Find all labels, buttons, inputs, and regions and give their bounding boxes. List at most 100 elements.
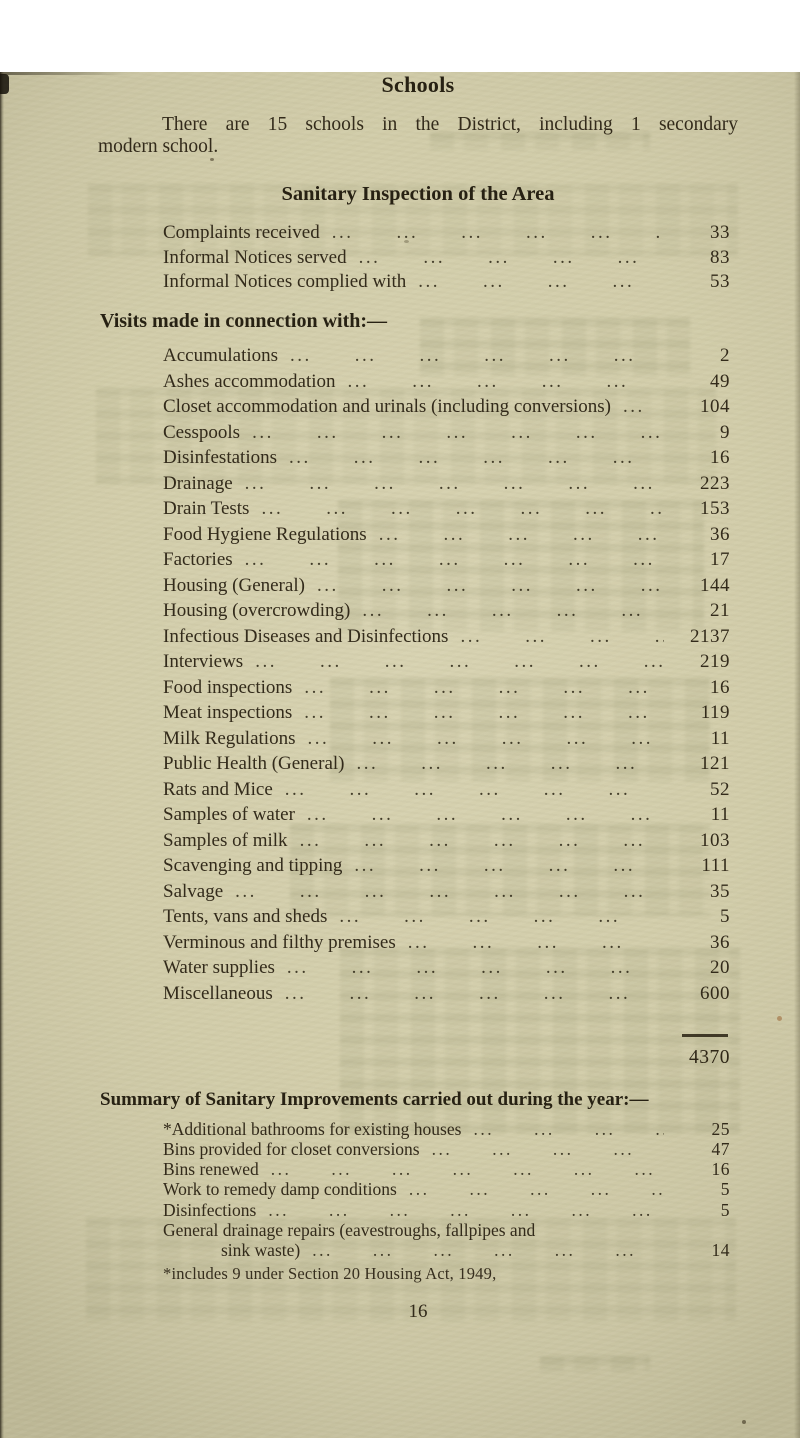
stat-row: Ashes accommodation 49 xyxy=(163,371,730,397)
stat-row: Informal Notices complied with 53 xyxy=(163,271,730,296)
stat-value: 111 xyxy=(701,855,730,877)
stat-label: Public Health (General) xyxy=(163,753,345,775)
stat-value: 35 xyxy=(710,880,730,902)
stat-label: Work to remedy damp conditions xyxy=(163,1179,397,1200)
stat-value: 21 xyxy=(710,600,730,622)
stat-row: Work to remedy damp conditions 5 xyxy=(163,1179,730,1199)
intro-paragraph: There are 15 schools in the District, in… xyxy=(98,114,738,158)
stat-value: 144 xyxy=(700,574,730,596)
page-content: Schools There are 15 schools in the Dist… xyxy=(98,72,738,1323)
stat-row: Drainage 223 xyxy=(163,473,730,499)
visits-list: Accumulations 2 Ashes accommodation 49 C… xyxy=(163,345,738,1008)
stat-label: Informal Notices complied with xyxy=(163,271,407,293)
dot-leader xyxy=(460,626,664,648)
dot-leader xyxy=(379,524,664,546)
stat-row: Miscellaneous 600 xyxy=(163,983,730,1009)
stat-label: Cesspools xyxy=(163,421,241,443)
stat-label: Infectious Diseases and Disinfections xyxy=(163,625,449,647)
stat-row: Bins renewed 16 xyxy=(163,1159,730,1179)
stat-row: Housing (General) 144 xyxy=(163,575,730,601)
dot-leader xyxy=(235,881,664,903)
dot-leader xyxy=(312,1240,664,1261)
dot-leader xyxy=(362,600,664,622)
stat-value: 103 xyxy=(700,829,730,851)
dot-leader xyxy=(339,906,664,928)
stat-value: 104 xyxy=(700,396,730,418)
stat-row: Cesspools 9 xyxy=(163,422,730,448)
stat-label: Interviews xyxy=(163,651,244,673)
stat-value: 52 xyxy=(710,778,730,800)
stat-value: 16 xyxy=(711,1159,730,1180)
stat-label: Informal Notices served xyxy=(163,246,347,268)
stat-label: Scavenging and tipping xyxy=(163,855,343,877)
stat-row: Rats and Mice 52 xyxy=(163,779,730,805)
stat-label: Closet accommodation and urinals (includ… xyxy=(163,396,611,418)
stat-value: 600 xyxy=(700,982,730,1004)
dot-leader xyxy=(473,1119,664,1140)
dot-leader xyxy=(348,371,664,393)
stat-row: Accumulations 2 xyxy=(163,345,730,371)
stat-row: *Additional bathrooms for existing house… xyxy=(163,1119,730,1139)
stat-value: 5 xyxy=(720,1179,730,1200)
stat-value: 36 xyxy=(710,931,730,953)
stat-label: Meat inspections xyxy=(163,702,293,724)
bleedthrough-artifact xyxy=(540,1356,650,1372)
stat-row: Drain Tests 153 xyxy=(163,498,730,524)
stat-row: Disinfestations 16 xyxy=(163,447,730,473)
dot-leader xyxy=(289,447,664,469)
stat-label: Drainage xyxy=(163,472,233,494)
stat-label: General drainage repairs (eavestroughs, … xyxy=(163,1220,536,1241)
dot-leader xyxy=(290,345,664,367)
total-rule xyxy=(682,1034,728,1037)
visits-total-block: 4370 xyxy=(163,1034,738,1069)
dot-leader xyxy=(359,247,664,269)
stat-row: Food Hygiene Regulations 36 xyxy=(163,524,730,550)
stat-row: Public Health (General) 121 xyxy=(163,753,730,779)
stat-row: Tents, vans and sheds 5 xyxy=(163,906,730,932)
dot-leader xyxy=(304,677,664,699)
stat-value: 11 xyxy=(710,804,730,826)
stat-value: 11 xyxy=(710,727,730,749)
stat-label: Accumulations xyxy=(163,345,279,367)
intro-line-2: modern school. xyxy=(98,136,219,157)
stat-label: Housing (overcrowding) xyxy=(163,600,351,622)
stat-row: Milk Regulations 11 xyxy=(163,728,730,754)
stat-value: 16 xyxy=(710,676,730,698)
stat-row: Disinfections 5 xyxy=(163,1200,730,1220)
dot-leader xyxy=(287,957,664,979)
stat-label: Tents, vans and sheds xyxy=(163,906,328,928)
summary-list: *Additional bathrooms for existing house… xyxy=(163,1119,738,1220)
stat-label: Miscellaneous xyxy=(163,982,273,1004)
stat-row: Bins provided for closet conversions 47 xyxy=(163,1139,730,1159)
stat-label: Bins renewed xyxy=(163,1159,259,1180)
stat-row: Informal Notices served 83 xyxy=(163,247,730,272)
dot-leader xyxy=(252,422,664,444)
stat-label: *Additional bathrooms for existing house… xyxy=(163,1118,462,1139)
dot-leader xyxy=(285,779,664,801)
stat-value: 17 xyxy=(710,549,730,571)
stat-row: Salvage 35 xyxy=(163,881,730,907)
stat-label: sink waste) xyxy=(221,1240,301,1261)
dot-leader xyxy=(268,1200,664,1221)
page-number: 16 xyxy=(408,1300,428,1322)
stat-label: Samples of water xyxy=(163,804,295,826)
page-top-edge-shadow xyxy=(0,72,130,75)
intro-line-1: There are 15 schools in the District, in… xyxy=(162,114,738,135)
schools-heading: Schools xyxy=(381,72,455,97)
dot-leader xyxy=(623,396,664,418)
dot-leader xyxy=(255,651,664,673)
stat-label: Water supplies xyxy=(163,957,275,979)
stat-row: Food inspections 16 xyxy=(163,677,730,703)
stat-value: 121 xyxy=(700,753,730,775)
stat-value: 153 xyxy=(700,498,730,520)
stat-value: 119 xyxy=(700,702,730,724)
footnote: *includes 9 under Section 20 Housing Act… xyxy=(163,1263,497,1283)
dot-leader xyxy=(332,222,664,244)
dot-leader xyxy=(408,932,664,954)
stat-label: Samples of milk xyxy=(163,829,288,851)
stat-label: Bins provided for closet conversions xyxy=(163,1138,420,1159)
stat-value: 5 xyxy=(720,906,730,928)
dot-leader xyxy=(409,1179,664,1200)
stat-value: 36 xyxy=(710,523,730,545)
stat-value: 2 xyxy=(720,345,730,367)
